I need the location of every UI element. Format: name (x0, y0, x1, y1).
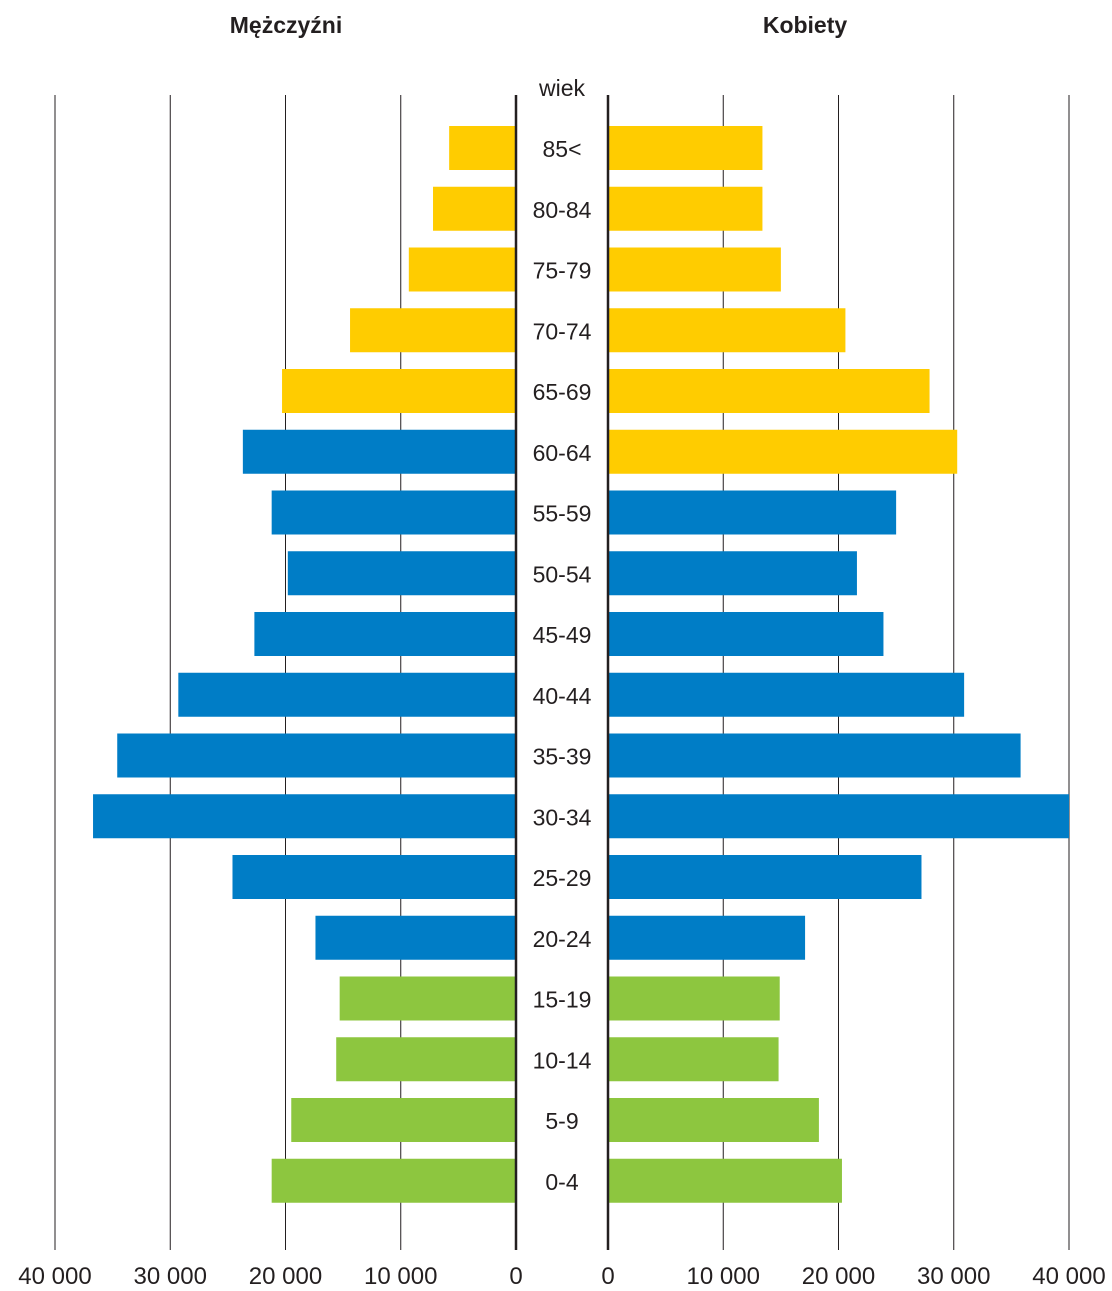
bar-male (282, 369, 516, 413)
bar-female (608, 855, 922, 899)
bar-female (608, 915, 806, 960)
bar-male (93, 794, 516, 839)
bar-female (608, 247, 781, 292)
bar-male (254, 612, 516, 656)
x-tick-label-left: 30 000 (134, 1263, 207, 1290)
age-group-label: 55-59 (533, 501, 592, 527)
age-group-label: 60-64 (533, 440, 592, 466)
bar-male (291, 1098, 516, 1142)
x-tick-label-right: 20 000 (802, 1263, 875, 1290)
bar-female (608, 1098, 819, 1142)
x-tick-label-left: 0 (509, 1263, 522, 1290)
bar-male (271, 490, 516, 535)
age-group-label: 0-4 (545, 1169, 578, 1195)
female-panel-title: Kobiety (762, 12, 848, 38)
age-group-label: 65-69 (533, 379, 592, 405)
bar-female (608, 551, 857, 596)
bar-female (608, 429, 958, 474)
bar-male (449, 126, 516, 170)
bar-female (608, 1037, 779, 1082)
x-tick-label-right: 30 000 (917, 1263, 990, 1290)
bar-male (315, 915, 516, 960)
age-group-label: 70-74 (533, 318, 592, 344)
age-group-label: 30-34 (533, 804, 592, 830)
age-group-label: 80-84 (533, 197, 592, 223)
bar-female (608, 612, 884, 656)
bar-female (608, 1158, 842, 1203)
age-group-label: 35-39 (533, 744, 592, 770)
age-group-label: 15-19 (533, 987, 592, 1013)
bar-male (339, 976, 516, 1021)
bar-female (608, 794, 1069, 839)
bar-female (608, 308, 846, 353)
bar-female (608, 733, 1021, 778)
x-tick-label-left: 40 000 (18, 1263, 91, 1290)
x-tick-label-right: 40 000 (1032, 1263, 1105, 1290)
bar-male (242, 429, 517, 474)
age-group-label: 5-9 (545, 1108, 578, 1134)
age-group-label: 85< (542, 136, 581, 162)
x-tick-label-left: 20 000 (249, 1263, 322, 1290)
bar-male (433, 186, 516, 231)
male-panel-title: Mężczyźni (229, 12, 343, 38)
bar-female (608, 490, 897, 535)
bar-male (232, 855, 517, 899)
x-tick-label-right: 10 000 (687, 1263, 760, 1290)
bar-male (178, 672, 516, 717)
age-group-label: 10-14 (533, 1047, 592, 1073)
bar-male (287, 551, 516, 596)
age-group-label: 45-49 (533, 622, 592, 648)
bar-female (608, 126, 763, 170)
bar-male (117, 733, 517, 778)
x-tick-label-right: 0 (601, 1263, 614, 1290)
bar-female (608, 369, 930, 413)
age-group-label: 25-29 (533, 865, 592, 891)
bar-male (408, 247, 516, 292)
bar-female (608, 672, 965, 717)
age-group-label: 20-24 (533, 926, 592, 952)
age-group-label: 50-54 (533, 561, 592, 587)
bar-male (350, 308, 516, 353)
age-group-label: 75-79 (533, 258, 592, 284)
bar-female (608, 186, 763, 231)
age-group-label: 40-44 (533, 683, 592, 709)
age-axis-label: wiek (538, 75, 586, 101)
bar-male (336, 1037, 516, 1082)
x-tick-label-left: 10 000 (364, 1263, 437, 1290)
bar-male (271, 1158, 516, 1203)
bar-female (608, 976, 780, 1021)
